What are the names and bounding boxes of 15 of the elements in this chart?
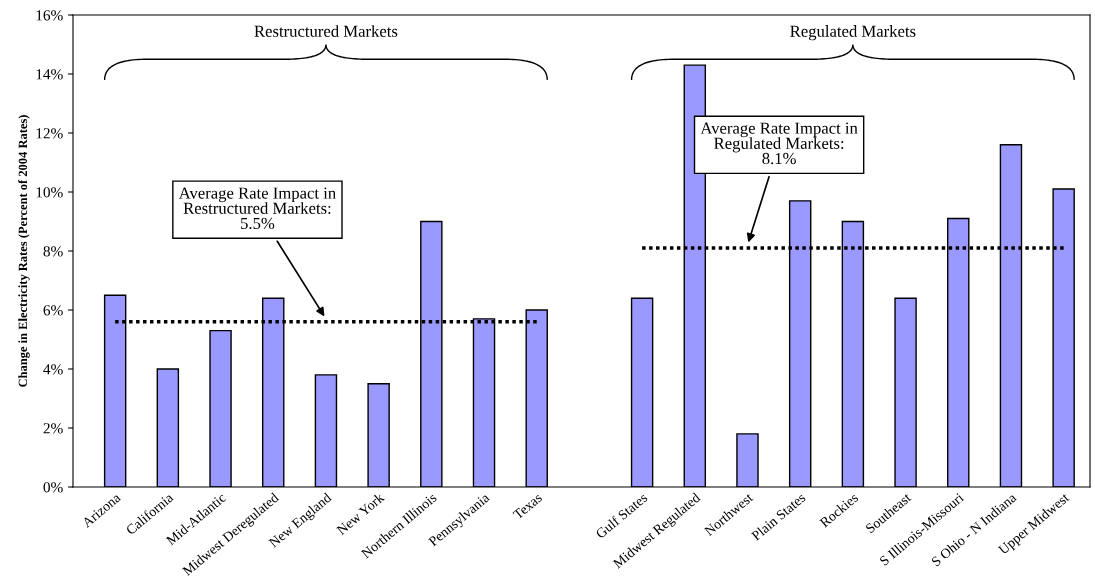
- y-tick-label: 12%: [36, 128, 63, 139]
- y-tick-label: 10%: [36, 187, 63, 198]
- y-tick-label: 14%: [36, 69, 63, 80]
- y-tick-label: 0%: [43, 482, 63, 493]
- y-tick-label: 4%: [43, 364, 63, 375]
- y-tick-label: 16%: [36, 10, 63, 21]
- y-tick-label: 2%: [43, 423, 63, 434]
- annotation: Average Rate Impact in Regulated Markets: 8.1%: [700, 122, 858, 165]
- y-tick-label: 6%: [43, 305, 63, 316]
- annotation: Average Rate Impact in Restructured Markets: 5.5%: [178, 187, 336, 230]
- y-axis-title: Change in Electricity Rates (Percent of 2004 Rates): [18, 115, 30, 387]
- y-tick-label: 8%: [43, 246, 63, 257]
- x-tick-label: Texas: [512, 492, 543, 520]
- annotation: Restructured Markets: [254, 25, 398, 37]
- annotation: Regulated Markets: [790, 25, 916, 41]
